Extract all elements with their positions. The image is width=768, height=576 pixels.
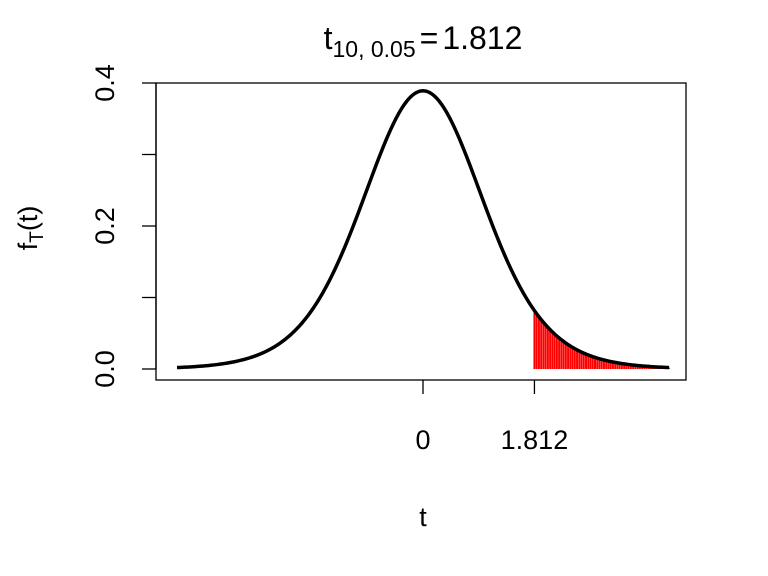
y-axis: 0.0 0.2 0.4 — [90, 64, 157, 388]
x-tick-label: 0 — [415, 425, 430, 455]
density-curve — [176, 89, 670, 370]
ylabel-suffix: (t) — [13, 206, 43, 231]
shaded-tail — [533, 310, 670, 369]
x-axis: 0 1.812 — [415, 380, 568, 455]
y-tick-label: 0.2 — [90, 207, 120, 245]
plot-area — [155, 82, 687, 381]
title-subscript: 10, 0.05 — [332, 36, 415, 62]
y-tick-label: 0.4 — [90, 64, 120, 102]
ylabel-base: f — [13, 242, 43, 250]
chart-title: t10, 0.05 = 1.812 — [324, 20, 523, 62]
ylabel-subscript: T — [27, 231, 48, 243]
title-base: t — [324, 20, 333, 56]
y-tick-label: 0.0 — [90, 350, 120, 388]
x-tick-label: 1.812 — [501, 425, 569, 455]
title-relation: = — [420, 20, 439, 56]
x-axis-label: t — [419, 502, 427, 532]
title-value: 1.812 — [442, 20, 522, 56]
y-axis-label: fT(t) — [13, 206, 48, 251]
